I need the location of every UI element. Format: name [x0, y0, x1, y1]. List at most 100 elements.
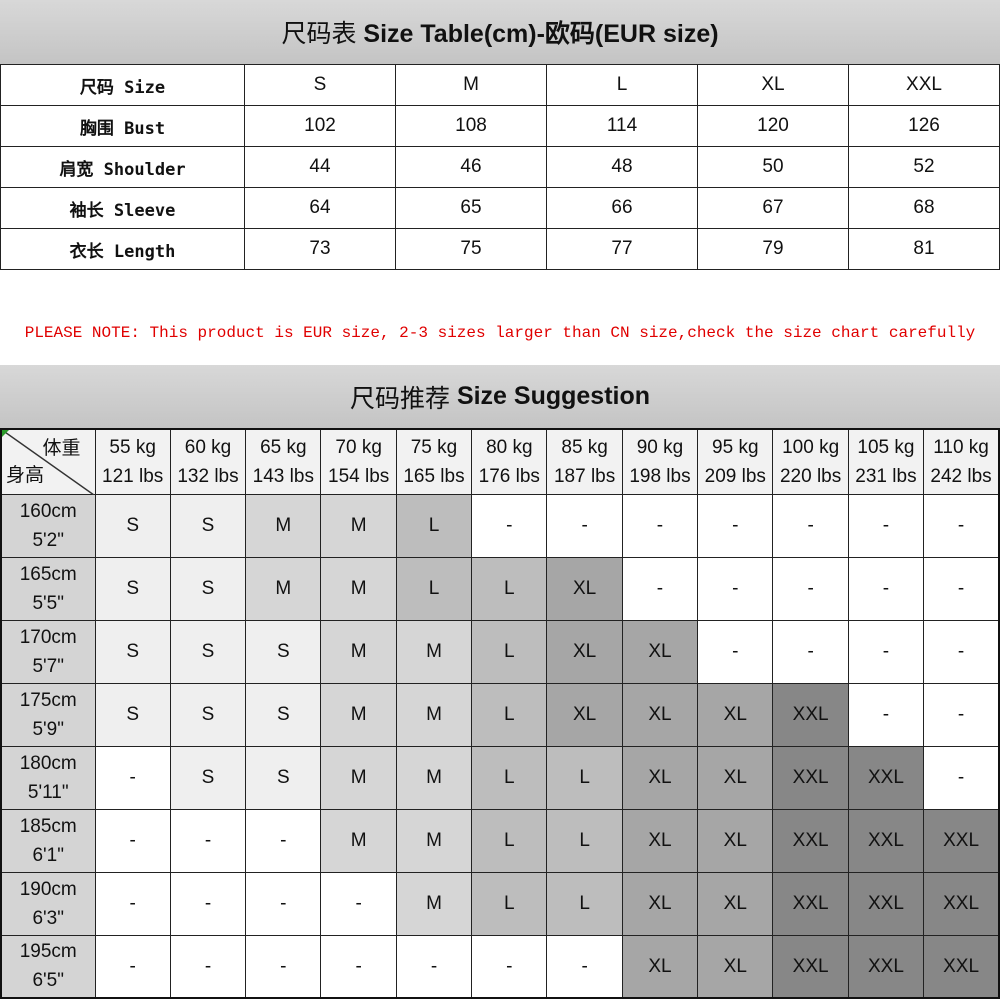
suggested-size-cell: L	[471, 556, 548, 621]
weight-header: 80 kg 176 lbs	[471, 428, 548, 495]
suggested-size-cell: XXL	[847, 871, 925, 936]
suggested-size-cell: M	[395, 871, 473, 936]
suggested-size-cell: S	[94, 682, 171, 747]
suggested-size-cell: -	[772, 493, 849, 558]
suggested-size-cell: -	[847, 682, 925, 747]
size-table: 尺码 Size S M L XL XXL 胸围 Bust 102 108 114 120 126 肩宽 …	[0, 64, 1000, 270]
suggested-size-cell: S	[169, 619, 247, 684]
size-cell: 77	[546, 228, 698, 270]
size-cell: 44	[244, 146, 396, 188]
title-cn: 尺码推荐	[349, 384, 450, 413]
height-cm: 180cm	[19, 752, 77, 774]
weight-lbs: 242 lbs	[930, 465, 992, 487]
weight-header: 90 kg 198 lbs	[621, 428, 699, 495]
height-ft: 5'9"	[32, 718, 64, 740]
size-cell: 75	[395, 228, 547, 270]
suggested-size-cell: -	[847, 619, 925, 684]
weight-kg: 75 kg	[410, 436, 458, 458]
height-row: 170cm 5'7" S S S M M L XL XL - - - -	[0, 619, 1000, 684]
suggested-size-cell: M	[320, 556, 397, 621]
size-cell: 65	[395, 187, 547, 229]
suggested-size-cell: XXL	[847, 934, 925, 999]
suggested-size-cell: S	[94, 556, 171, 621]
size-cell: XL	[697, 64, 849, 106]
size-note: PLEASE NOTE: This product is EUR size, 2…	[24, 324, 976, 342]
weight-lbs: 143 lbs	[252, 465, 314, 487]
suggested-size-cell: -	[772, 619, 849, 684]
size-cell: 66	[546, 187, 698, 229]
height-cm: 170cm	[19, 626, 77, 648]
diagonal-line	[2, 430, 94, 495]
weight-lbs: 220 lbs	[779, 465, 842, 487]
weight-kg: 70 kg	[335, 436, 382, 458]
height-ft: 5'7"	[32, 655, 64, 677]
size-cell: 126	[848, 105, 1000, 147]
suggested-size-cell: S	[245, 745, 322, 810]
weight-kg: 85 kg	[561, 436, 608, 458]
weight-header: 85 kg 187 lbs	[546, 428, 623, 495]
size-cell: 50	[697, 146, 849, 188]
suggested-size-cell: XXL	[923, 934, 1000, 999]
weight-header: 65 kg 143 lbs	[245, 428, 322, 495]
suggested-size-cell: M	[395, 682, 473, 747]
weight-header: 75 kg 165 lbs	[395, 428, 473, 495]
height-header: 170cm 5'7"	[0, 619, 96, 684]
height-row: 175cm 5'9" S S S M M L XL XL XL XXL - -	[0, 682, 1000, 747]
suggested-size-cell: -	[697, 493, 774, 558]
suggested-size-cell: XXL	[772, 871, 849, 936]
suggested-size-cell: M	[395, 808, 473, 873]
suggested-size-cell: XL	[546, 556, 623, 621]
suggested-size-cell: S	[169, 556, 247, 621]
size-cell: 67	[697, 187, 849, 229]
weight-lbs: 132 lbs	[177, 465, 239, 487]
weight-kg: 110 kg	[933, 436, 989, 458]
suggested-size-cell: -	[245, 808, 322, 873]
suggested-size-cell: XL	[621, 808, 699, 873]
weight-header: 95 kg 209 lbs	[697, 428, 774, 495]
size-table-title: 尺码表 Size Table(cm)-欧码(EUR size)	[0, 0, 1000, 64]
suggested-size-cell: S	[169, 682, 247, 747]
suggested-size-cell: L	[471, 682, 548, 747]
weight-header: 105 kg 231 lbs	[847, 428, 925, 495]
weight-lbs: 198 lbs	[629, 465, 691, 487]
height-row: 180cm 5'11" - S S M M L L XL XL XXL XXL -	[0, 745, 1000, 810]
size-cell: 52	[848, 146, 1000, 188]
suggested-size-cell: -	[320, 871, 397, 936]
suggested-size-cell: -	[847, 556, 925, 621]
suggested-size-cell: -	[772, 556, 849, 621]
suggested-size-cell: XL	[621, 871, 699, 936]
height-header: 165cm 5'5"	[0, 556, 96, 621]
size-cell: 79	[697, 228, 849, 270]
height-cm: 190cm	[19, 878, 77, 900]
suggested-size-cell: XXL	[847, 745, 925, 810]
size-cell: XXL	[848, 64, 1000, 106]
suggested-size-cell: L	[471, 871, 548, 936]
suggested-size-cell: -	[169, 934, 247, 999]
size-row: 袖长 Sleeve 64 65 66 67 68	[0, 187, 1000, 229]
suggested-size-cell: XXL	[847, 808, 925, 873]
weight-header: 55 kg 121 lbs	[94, 428, 171, 495]
height-cm: 175cm	[19, 689, 77, 711]
suggested-size-cell: XL	[697, 934, 774, 999]
row-label: 尺码 Size	[0, 64, 245, 106]
suggested-size-cell: -	[923, 682, 1000, 747]
suggested-size-cell: -	[697, 619, 774, 684]
weight-header: 110 kg 242 lbs	[923, 428, 1000, 495]
title-en: Size Table(cm)-欧码(EUR size)	[363, 20, 719, 48]
suggested-size-cell: XL	[697, 808, 774, 873]
size-cell: S	[244, 64, 396, 106]
height-row: 165cm 5'5" S S M M L L XL - - - - -	[0, 556, 1000, 621]
weight-lbs: 209 lbs	[704, 465, 766, 487]
height-row: 160cm 5'2" S S M M L - - - - - - -	[0, 493, 1000, 558]
height-header: 190cm 6'3"	[0, 871, 96, 936]
suggested-size-cell: -	[94, 745, 171, 810]
suggested-size-cell: M	[320, 493, 397, 558]
suggested-size-cell: L	[471, 808, 548, 873]
suggested-size-cell: XL	[621, 682, 699, 747]
suggested-size-cell: XL	[621, 619, 699, 684]
suggested-size-cell: M	[320, 745, 397, 810]
size-row: 衣长 Length 73 75 77 79 81	[0, 228, 1000, 270]
height-ft: 5'2"	[32, 529, 64, 551]
suggested-size-cell: XL	[546, 619, 623, 684]
suggested-size-cell: XL	[697, 745, 774, 810]
